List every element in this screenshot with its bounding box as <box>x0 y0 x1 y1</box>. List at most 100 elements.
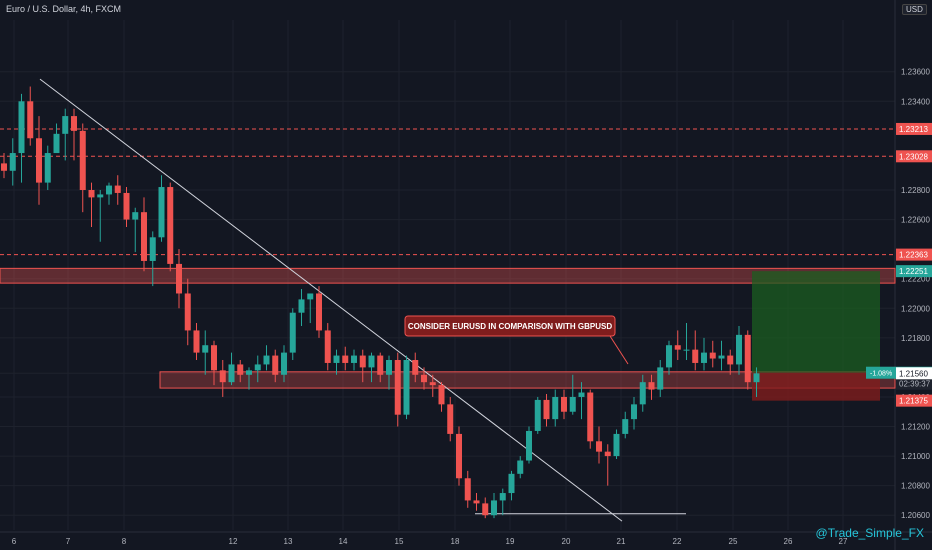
trendline[interactable] <box>39 78 623 522</box>
target-zone[interactable] <box>752 271 880 373</box>
candle-body[interactable] <box>631 404 637 420</box>
candle-body[interactable] <box>412 360 419 375</box>
candle-body[interactable] <box>639 382 646 405</box>
candle-body[interactable] <box>534 399 541 431</box>
candle-body[interactable] <box>79 130 86 190</box>
candle-body[interactable] <box>359 355 366 368</box>
candle-body[interactable] <box>228 364 235 383</box>
candle-body[interactable] <box>88 190 95 198</box>
candle-body[interactable] <box>307 293 314 300</box>
candle-body[interactable] <box>552 396 559 420</box>
y-tick-label: 1.21800 <box>901 334 930 343</box>
candle-body[interactable] <box>123 192 130 220</box>
candle-body[interactable] <box>176 263 182 294</box>
candle-body[interactable] <box>499 493 506 501</box>
candle-body[interactable] <box>289 312 296 353</box>
candle-body[interactable] <box>53 133 60 154</box>
candle-body[interactable] <box>149 237 156 261</box>
y-tick-label: 1.22000 <box>901 304 930 313</box>
candle-body[interactable] <box>36 138 42 183</box>
candle-body[interactable] <box>62 116 69 134</box>
candle-body[interactable] <box>526 430 532 461</box>
candle-body[interactable] <box>429 382 436 386</box>
candle-body[interactable] <box>456 433 462 479</box>
candle-body[interactable] <box>683 349 690 351</box>
candle-body[interactable] <box>753 373 760 383</box>
stop-zone[interactable] <box>752 372 880 401</box>
candle-body[interactable] <box>657 367 664 390</box>
candle-body[interactable] <box>263 355 270 365</box>
candle-body[interactable] <box>141 212 147 261</box>
candle-body[interactable] <box>394 360 401 415</box>
candle-body[interactable] <box>272 355 279 375</box>
candle-body[interactable] <box>438 385 445 405</box>
price-level-label: 1.21375 <box>899 397 928 406</box>
candle-body[interactable] <box>97 194 104 198</box>
candle-body[interactable] <box>193 330 200 353</box>
candle-body[interactable] <box>1 163 7 171</box>
candle-body[interactable] <box>158 187 165 238</box>
x-tick-label: 7 <box>66 537 71 546</box>
candle-body[interactable] <box>368 355 375 368</box>
candle-body[interactable] <box>517 460 524 474</box>
candle-body[interactable] <box>281 352 287 375</box>
candle-body[interactable] <box>421 374 427 383</box>
candle-body[interactable] <box>473 500 480 504</box>
resistance-zone[interactable] <box>0 267 896 284</box>
candle-body[interactable] <box>543 399 550 420</box>
candle-body[interactable] <box>701 352 707 363</box>
candle-body[interactable] <box>709 352 716 359</box>
candle-body[interactable] <box>569 396 576 412</box>
candle-body[interactable] <box>333 355 340 363</box>
candle-body[interactable] <box>491 500 497 516</box>
candle-body[interactable] <box>666 345 672 368</box>
candle-body[interactable] <box>561 396 567 412</box>
candle-body[interactable] <box>648 382 655 390</box>
candle-body[interactable] <box>298 299 305 313</box>
candle-body[interactable] <box>604 451 611 457</box>
candle-body[interactable] <box>71 116 77 131</box>
candle-body[interactable] <box>9 153 16 171</box>
candle-body[interactable] <box>211 345 217 371</box>
candle-body[interactable] <box>351 355 357 363</box>
candle-body[interactable] <box>587 392 594 442</box>
candle-body[interactable] <box>219 370 226 383</box>
candle-body[interactable] <box>316 293 322 331</box>
currency-button[interactable]: USD <box>902 4 927 15</box>
candle-body[interactable] <box>447 404 454 434</box>
candle-body[interactable] <box>464 478 471 501</box>
candle-body[interactable] <box>508 473 515 494</box>
annotation-callout[interactable] <box>404 315 616 337</box>
candle-body[interactable] <box>167 187 174 264</box>
candle-body[interactable] <box>578 392 585 397</box>
candle-body[interactable] <box>736 334 742 365</box>
candle-body[interactable] <box>674 345 681 350</box>
candle-body[interactable] <box>342 355 349 363</box>
candle-body[interactable] <box>596 441 602 452</box>
candle-body[interactable] <box>324 330 331 363</box>
candle-body[interactable] <box>622 419 629 434</box>
candle-body[interactable] <box>27 101 34 139</box>
candle-body[interactable] <box>386 360 392 375</box>
candle-body[interactable] <box>718 355 725 359</box>
candle-body[interactable] <box>744 334 751 383</box>
candle-body[interactable] <box>18 101 25 154</box>
candle-body[interactable] <box>237 364 244 375</box>
candle-body[interactable] <box>202 345 209 353</box>
candle-body[interactable] <box>254 364 261 371</box>
candle-body[interactable] <box>132 212 139 220</box>
candle-body[interactable] <box>114 185 121 193</box>
candle-body[interactable] <box>44 153 51 183</box>
candle-body[interactable] <box>482 503 489 516</box>
support-zone[interactable] <box>159 371 896 389</box>
candle-body[interactable] <box>377 355 384 375</box>
candle-body[interactable] <box>613 433 620 457</box>
candle-body[interactable] <box>692 349 699 363</box>
candle-body[interactable] <box>403 360 410 415</box>
candle-body[interactable] <box>184 293 191 331</box>
candle-body[interactable] <box>727 355 734 365</box>
candle-body[interactable] <box>106 185 112 195</box>
candle-body[interactable] <box>246 370 252 375</box>
